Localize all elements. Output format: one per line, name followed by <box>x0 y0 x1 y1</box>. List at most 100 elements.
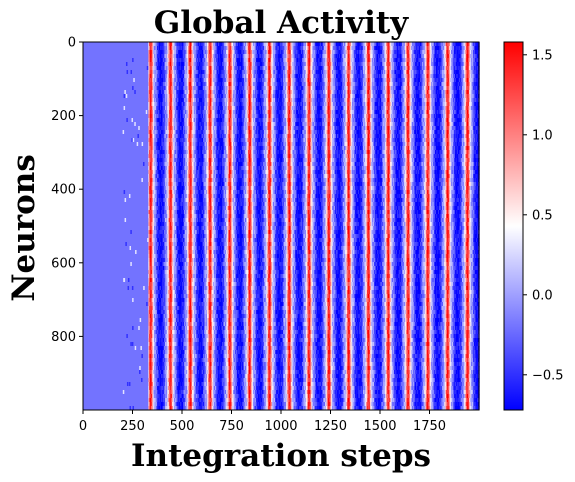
heatmap-cell <box>375 42 377 47</box>
heatmap-cell <box>426 46 428 51</box>
heatmap-cell <box>304 54 306 59</box>
heatmap-cell <box>297 42 299 47</box>
heatmap-cell <box>476 54 478 59</box>
heatmap-cell <box>335 58 337 63</box>
heatmap-cell <box>417 42 419 47</box>
heatmap-cell <box>272 58 274 63</box>
heatmap-cell <box>183 46 185 51</box>
heatmap-cell <box>281 54 283 59</box>
heatmap-cell <box>151 50 153 55</box>
heatmap-cell <box>317 42 319 47</box>
heatmap-cell <box>261 46 263 51</box>
heatmap-cell <box>397 50 399 55</box>
heatmap-cell <box>378 46 380 51</box>
heatmap-cell <box>156 54 158 59</box>
heatmap-cell <box>412 50 414 55</box>
heatmap-cell <box>458 42 460 47</box>
heatmap-cell <box>340 58 342 63</box>
heatmap-cell <box>378 58 380 63</box>
heatmap-cell <box>248 50 251 55</box>
heatmap-cell <box>451 50 453 55</box>
heatmap-cell <box>269 42 271 47</box>
heatmap-cell <box>432 50 434 55</box>
heatmap-cell <box>377 58 379 63</box>
heatmap-cell <box>151 46 153 51</box>
heatmap-cell <box>253 46 255 51</box>
heatmap-cell <box>382 42 384 47</box>
heatmap-cell <box>169 42 171 47</box>
heatmap-cell <box>243 58 245 63</box>
heatmap-cell <box>169 58 171 63</box>
heatmap-cell <box>298 54 300 59</box>
heatmap-cell <box>172 42 174 47</box>
heatmap-cell <box>446 42 448 47</box>
heatmap-cell <box>244 58 247 63</box>
heatmap-cell <box>257 54 259 59</box>
heatmap-cell <box>450 42 452 47</box>
heatmap-cell <box>380 54 382 59</box>
heatmap-cell <box>241 42 243 47</box>
heatmap-cell <box>157 46 159 51</box>
heatmap-cell <box>358 42 360 47</box>
heatmap-cell <box>446 46 448 51</box>
heatmap-cell <box>346 58 348 63</box>
heatmap-cell <box>241 50 243 55</box>
heatmap-cell <box>358 50 360 55</box>
heatmap-cell <box>379 46 381 51</box>
heatmap-cell <box>458 42 460 47</box>
heatmap-cell <box>201 50 203 55</box>
heatmap-cell <box>289 42 291 47</box>
heatmap-cell <box>162 42 164 47</box>
heatmap-cell <box>393 42 395 47</box>
heatmap-cell <box>247 54 249 59</box>
heatmap-cell <box>469 46 471 51</box>
heatmap-cell <box>307 54 309 59</box>
heatmap-cell <box>331 50 333 55</box>
heatmap-cell <box>150 42 152 47</box>
heatmap-cell <box>282 50 284 55</box>
heatmap-cell <box>319 50 321 55</box>
heatmap-cell <box>167 46 169 51</box>
heatmap-cell <box>159 50 161 55</box>
heatmap-cell <box>327 58 329 63</box>
heatmap-cell <box>277 58 279 63</box>
heatmap-cell <box>341 58 343 63</box>
heatmap-cell <box>279 50 281 55</box>
heatmap-cell <box>276 50 278 55</box>
heatmap-cell <box>273 58 275 63</box>
heatmap-cell <box>472 42 474 47</box>
heatmap-cell <box>393 54 395 59</box>
heatmap-cell <box>385 42 388 47</box>
heatmap-cell <box>389 50 391 55</box>
heatmap-cell <box>349 46 351 51</box>
heatmap-cell <box>305 42 307 47</box>
heatmap-cell <box>426 54 428 59</box>
heatmap-cell <box>246 54 248 59</box>
heatmap-cell <box>362 50 365 55</box>
heatmap-cell <box>269 58 271 63</box>
heatmap-cell <box>322 58 324 63</box>
heatmap-cell <box>263 54 266 59</box>
heatmap-cell <box>365 50 367 55</box>
heatmap-cell <box>370 50 372 55</box>
heatmap-cell <box>427 50 430 55</box>
heatmap-cell <box>370 58 372 63</box>
heatmap-cell <box>202 42 204 47</box>
heatmap-cell <box>270 58 272 63</box>
heatmap-cell <box>320 54 322 59</box>
heatmap-cell <box>222 50 224 55</box>
heatmap-cell <box>299 42 301 47</box>
heatmap-cell <box>217 50 219 55</box>
heatmap-cell <box>201 42 203 47</box>
heatmap-cell <box>367 50 369 55</box>
heatmap-cell <box>370 58 372 63</box>
heatmap-cell <box>474 50 476 55</box>
heatmap-cell <box>430 54 432 59</box>
heatmap-cell <box>148 46 150 51</box>
heatmap-cell <box>252 54 254 59</box>
heatmap-cell <box>455 54 457 59</box>
heatmap-cell <box>337 54 339 59</box>
heatmap-cell <box>190 54 192 59</box>
heatmap-cell <box>189 46 191 51</box>
heatmap-cell <box>263 50 266 55</box>
